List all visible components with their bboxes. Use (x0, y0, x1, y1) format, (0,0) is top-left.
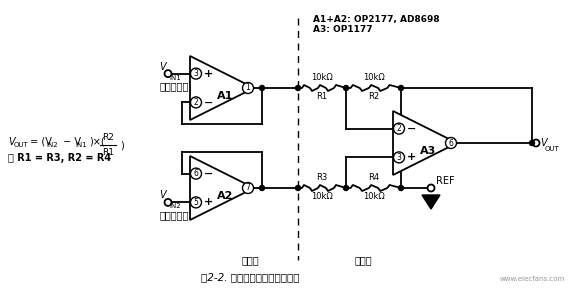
Text: V: V (8, 137, 14, 147)
Text: IN1: IN1 (169, 74, 181, 81)
Text: A3: A3 (420, 146, 436, 156)
Text: 10kΩ: 10kΩ (362, 192, 384, 201)
Text: 10kΩ: 10kΩ (311, 73, 333, 82)
Text: A1: A1 (217, 91, 233, 101)
Circle shape (394, 152, 405, 163)
Circle shape (191, 97, 202, 108)
Circle shape (243, 83, 254, 93)
Polygon shape (393, 111, 457, 175)
Text: R2: R2 (368, 92, 379, 101)
Circle shape (165, 70, 172, 77)
Text: 同相输入端: 同相输入端 (160, 210, 190, 220)
Text: 1: 1 (246, 84, 250, 93)
Text: IN2: IN2 (169, 203, 180, 210)
Text: 6: 6 (194, 169, 198, 178)
Text: V: V (160, 190, 166, 200)
Text: 10kΩ: 10kΩ (311, 192, 333, 201)
Text: OUT: OUT (14, 142, 29, 148)
Circle shape (295, 86, 301, 91)
Text: −: − (204, 168, 213, 179)
Circle shape (243, 182, 254, 194)
Text: 当 R1 = R3, R2 = R4: 当 R1 = R3, R2 = R4 (8, 153, 111, 163)
Text: 输出级: 输出级 (354, 255, 372, 265)
Text: V: V (160, 62, 166, 72)
Text: 7: 7 (246, 184, 250, 193)
Text: OUT: OUT (545, 146, 560, 152)
Text: = (V: = (V (27, 137, 52, 147)
Text: R1: R1 (102, 148, 114, 157)
Text: 2: 2 (397, 124, 401, 133)
Text: )×(: )×( (89, 137, 105, 147)
Circle shape (260, 185, 265, 191)
Circle shape (343, 185, 349, 191)
Text: +: + (204, 69, 213, 79)
Text: +: + (204, 197, 213, 207)
Text: R1: R1 (316, 92, 328, 101)
Polygon shape (190, 56, 254, 120)
Circle shape (398, 86, 403, 91)
Text: 5: 5 (194, 198, 198, 207)
Circle shape (260, 86, 265, 91)
Text: 反相输入端: 反相输入端 (160, 81, 190, 92)
Circle shape (343, 86, 349, 91)
Text: −: − (204, 97, 213, 107)
Text: R4: R4 (368, 173, 379, 182)
Circle shape (191, 168, 202, 179)
Text: 3: 3 (194, 69, 198, 78)
Text: 10kΩ: 10kΩ (362, 73, 384, 82)
Circle shape (398, 185, 403, 191)
Text: R3: R3 (316, 173, 328, 182)
Text: IN2: IN2 (46, 142, 58, 148)
Text: 3: 3 (397, 153, 402, 162)
Text: V: V (540, 138, 547, 148)
Polygon shape (422, 195, 440, 209)
Text: 2: 2 (194, 98, 198, 107)
Text: A2: A2 (217, 191, 233, 201)
Text: REF: REF (436, 176, 455, 186)
Text: − V: − V (60, 137, 81, 147)
Circle shape (165, 199, 172, 206)
Text: 输入级: 输入级 (241, 255, 259, 265)
Text: 图2-2. 带输入缓冲的减法器电路: 图2-2. 带输入缓冲的减法器电路 (201, 272, 299, 282)
Text: −: − (407, 124, 416, 134)
Circle shape (428, 184, 435, 191)
Text: ): ) (120, 140, 124, 150)
Text: IN1: IN1 (75, 142, 87, 148)
Text: www.elecfans.com: www.elecfans.com (500, 276, 565, 282)
Text: 6: 6 (449, 139, 453, 148)
Polygon shape (190, 156, 254, 220)
Circle shape (446, 138, 457, 148)
Circle shape (295, 185, 301, 191)
Text: R2: R2 (102, 133, 114, 142)
Circle shape (529, 141, 535, 146)
Circle shape (191, 197, 202, 208)
Text: A1+A2: OP2177, AD8698
A3: OP1177: A1+A2: OP2177, AD8698 A3: OP1177 (313, 15, 440, 34)
Circle shape (394, 123, 405, 134)
Circle shape (191, 68, 202, 79)
Circle shape (532, 139, 539, 146)
Text: +: + (407, 152, 416, 162)
